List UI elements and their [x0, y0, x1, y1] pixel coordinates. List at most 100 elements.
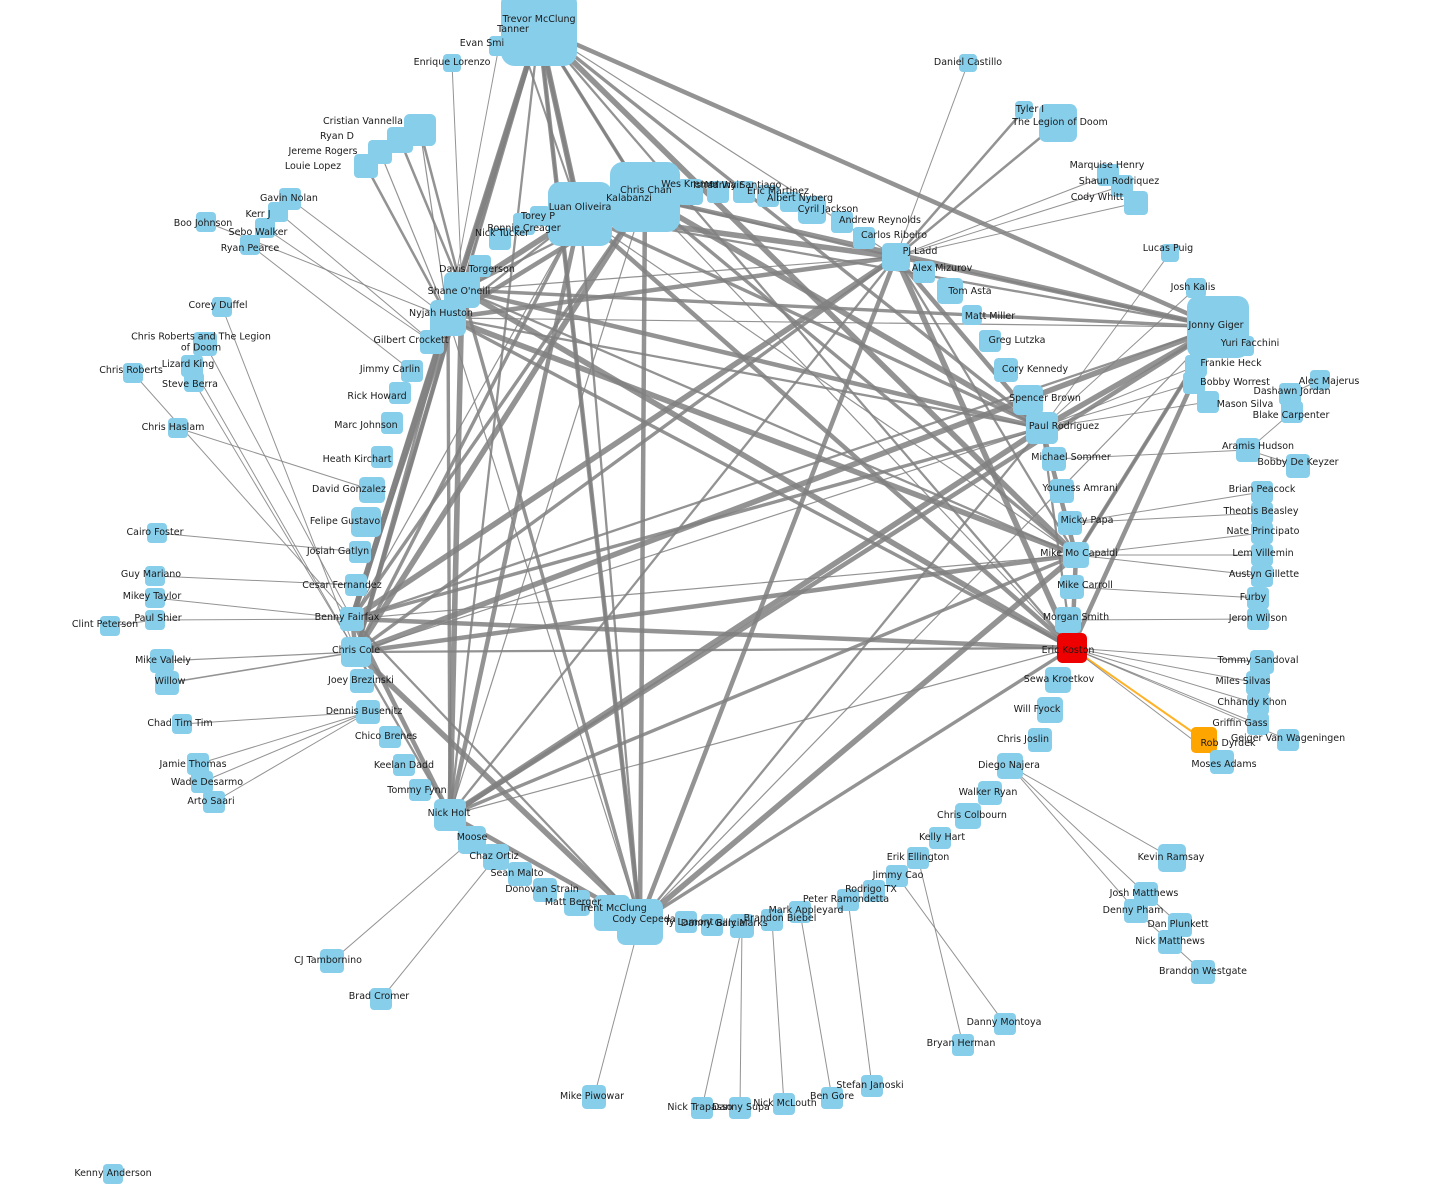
- graph-node[interactable]: [345, 574, 367, 596]
- graph-node[interactable]: [100, 616, 120, 636]
- graph-node[interactable]: [1197, 391, 1219, 413]
- graph-node[interactable]: [789, 901, 811, 923]
- graph-node[interactable]: [320, 949, 344, 973]
- graph-node[interactable]: [508, 862, 532, 886]
- graph-node[interactable]: [886, 865, 908, 887]
- graph-node[interactable]: [1277, 729, 1299, 751]
- graph-node[interactable]: [863, 880, 885, 902]
- graph-node[interactable]: [1060, 575, 1084, 599]
- graph-node[interactable]: [196, 212, 216, 232]
- graph-node[interactable]: [1247, 587, 1269, 609]
- graph-node[interactable]: [1191, 727, 1217, 753]
- graph-node[interactable]: [443, 54, 461, 72]
- graph-node[interactable]: [1247, 713, 1269, 735]
- graph-node[interactable]: [513, 213, 535, 235]
- graph-node[interactable]: [1124, 191, 1148, 215]
- graph-node[interactable]: [1158, 930, 1182, 954]
- graph-node[interactable]: [150, 649, 174, 673]
- graph-node[interactable]: [729, 1097, 751, 1119]
- graph-node[interactable]: [994, 1013, 1016, 1035]
- graph-node[interactable]: [255, 218, 275, 238]
- graph-node[interactable]: [1236, 438, 1260, 462]
- graph-node[interactable]: [379, 726, 401, 748]
- graph-node[interactable]: [1251, 544, 1273, 566]
- graph-node[interactable]: [675, 911, 697, 933]
- graph-node[interactable]: [1050, 479, 1074, 503]
- graph-node[interactable]: [1251, 481, 1273, 503]
- graph-node[interactable]: [761, 909, 783, 931]
- graph-node[interactable]: [489, 36, 509, 56]
- graph-node[interactable]: [1158, 844, 1186, 872]
- graph-node[interactable]: [145, 566, 165, 586]
- graph-node[interactable]: [1039, 104, 1077, 142]
- graph-node[interactable]: [730, 914, 754, 938]
- graph-node[interactable]: [191, 771, 213, 793]
- graph-node[interactable]: [913, 261, 935, 283]
- graph-node[interactable]: [351, 507, 381, 537]
- graph-node[interactable]: [123, 363, 143, 383]
- graph-node[interactable]: [882, 243, 910, 271]
- graph-node[interactable]: [1037, 697, 1063, 723]
- graph-node[interactable]: [1247, 693, 1269, 715]
- graph-node[interactable]: [780, 192, 800, 212]
- graph-node[interactable]: [861, 1075, 883, 1097]
- graph-node[interactable]: [1042, 447, 1066, 471]
- graph-node[interactable]: [1058, 511, 1082, 535]
- graph-node[interactable]: [907, 847, 929, 869]
- graph-node[interactable]: [853, 227, 875, 249]
- graph-node[interactable]: [1310, 370, 1330, 390]
- graph-node[interactable]: [155, 671, 179, 695]
- graph-node[interactable]: [582, 1085, 606, 1109]
- graph-node[interactable]: [1210, 750, 1234, 774]
- graph-node[interactable]: [994, 358, 1018, 382]
- graph-node[interactable]: [401, 360, 423, 382]
- graph-node[interactable]: [268, 202, 288, 222]
- graph-node[interactable]: [389, 382, 411, 404]
- graph-node[interactable]: [929, 827, 951, 849]
- graph-node[interactable]: [1028, 728, 1052, 752]
- graph-node[interactable]: [184, 372, 204, 392]
- graph-node[interactable]: [409, 779, 431, 801]
- graph-node[interactable]: [1045, 667, 1071, 693]
- graph-node[interactable]: [1015, 101, 1033, 119]
- graph-node[interactable]: [469, 255, 491, 277]
- graph-node[interactable]: [1063, 542, 1089, 568]
- graph-node[interactable]: [371, 446, 393, 468]
- graph-node[interactable]: [181, 355, 203, 377]
- graph-node[interactable]: [483, 844, 509, 870]
- graph-node[interactable]: [240, 235, 260, 255]
- graph-node[interactable]: [1234, 336, 1254, 356]
- graph-node[interactable]: [1161, 244, 1179, 262]
- graph-node[interactable]: [798, 196, 826, 224]
- graph-node[interactable]: [821, 1087, 843, 1109]
- graph-node[interactable]: [1281, 401, 1303, 423]
- graph-node[interactable]: [1055, 607, 1081, 633]
- graph-node[interactable]: [1124, 899, 1148, 923]
- graph-node[interactable]: [172, 714, 192, 734]
- graph-node[interactable]: [959, 54, 977, 72]
- graph-node[interactable]: [356, 700, 380, 724]
- graph-node[interactable]: [420, 330, 444, 354]
- graph-node[interactable]: [757, 185, 779, 207]
- graph-node[interactable]: [1251, 522, 1273, 544]
- graph-node[interactable]: [1191, 960, 1215, 984]
- graph-node[interactable]: [530, 206, 550, 226]
- graph-node[interactable]: [952, 1034, 974, 1056]
- graph-node[interactable]: [1286, 454, 1310, 478]
- graph-node[interactable]: [979, 330, 1001, 352]
- graph-node[interactable]: [434, 799, 466, 831]
- graph-node[interactable]: [612, 177, 652, 217]
- graph-node[interactable]: [733, 181, 755, 203]
- graph-node[interactable]: [1013, 385, 1043, 415]
- graph-node[interactable]: [837, 889, 859, 911]
- graph-node[interactable]: [1026, 412, 1058, 444]
- graph-node[interactable]: [212, 297, 232, 317]
- graph-node[interactable]: [193, 332, 217, 356]
- graph-node[interactable]: [145, 610, 165, 630]
- graph-node[interactable]: [340, 607, 364, 631]
- graph-node[interactable]: [393, 754, 415, 776]
- graph-node[interactable]: [1279, 383, 1301, 405]
- graph-node[interactable]: [1250, 650, 1274, 674]
- graph-node[interactable]: [103, 1164, 123, 1184]
- graph-node[interactable]: [349, 541, 371, 563]
